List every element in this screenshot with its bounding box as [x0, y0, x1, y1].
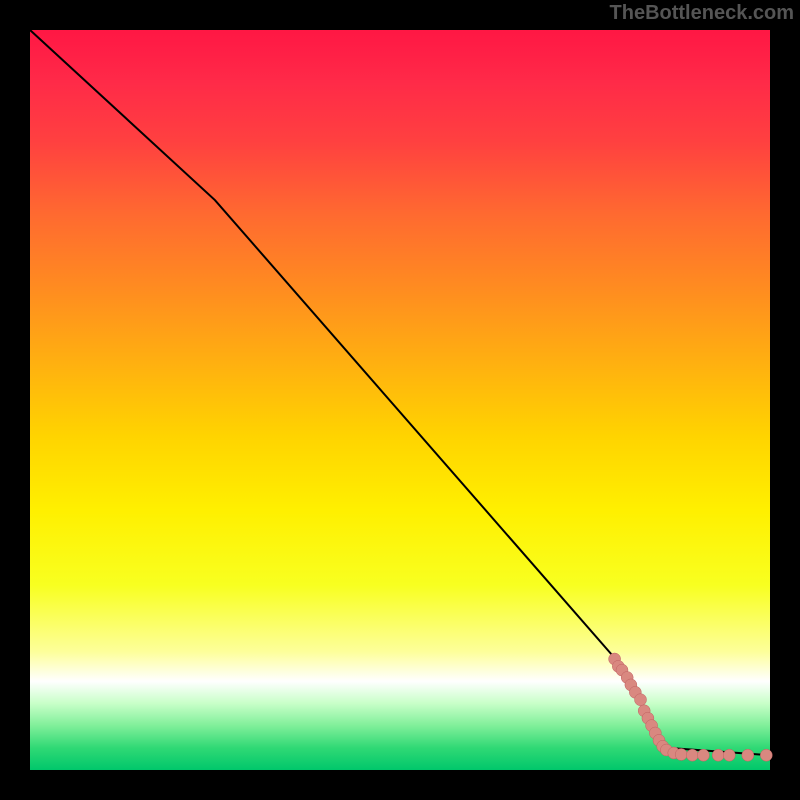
data-marker: [760, 749, 772, 761]
chart-container: TheBottleneck.com: [0, 0, 800, 800]
data-marker: [742, 749, 754, 761]
data-marker: [697, 749, 709, 761]
data-marker: [712, 749, 724, 761]
data-marker: [686, 749, 698, 761]
plot-background: [30, 30, 770, 770]
data-marker: [723, 749, 735, 761]
bottleneck-chart: [0, 0, 800, 800]
watermark-text: TheBottleneck.com: [610, 2, 794, 25]
data-marker: [635, 694, 647, 706]
data-marker: [675, 748, 687, 760]
